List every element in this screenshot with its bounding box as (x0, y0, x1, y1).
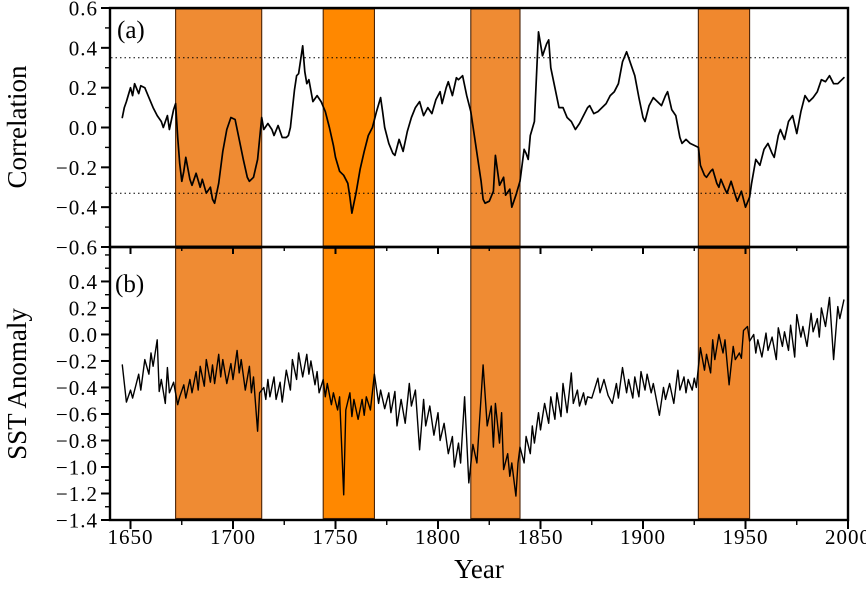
shaded-period-bands (175, 8, 751, 520)
y-tick-label-b: 0.0 (69, 323, 98, 347)
x-tick-label: 1700 (210, 525, 256, 549)
axis-ticks (101, 7, 849, 529)
x-tick-label: 1750 (313, 525, 359, 549)
y-tick-label-b: −1.2 (56, 482, 98, 506)
y-tick-label-b: −1.0 (56, 455, 98, 479)
y-tick-label-b: −0.8 (56, 429, 98, 453)
axis-tick-labels: 1650 1700 1750 1800 1850 1900 1950 20000.60.40.… (56, 0, 866, 549)
shaded-band-panel-a (697, 8, 751, 247)
y-tick-label-b: −0.2 (56, 349, 98, 373)
shaded-band-panel-a (470, 8, 521, 247)
shaded-band-panel-a (175, 8, 263, 247)
correlation-line (121, 31, 845, 214)
y-tick-label-b: 0.2 (69, 296, 98, 320)
y-tick-label-b: −0.4 (56, 376, 98, 400)
x-tick-label: 1800 (415, 525, 461, 549)
y-tick-label-a: −0.6 (56, 236, 98, 260)
shaded-band-panel-b (470, 247, 521, 520)
y-tick-label-a: −0.2 (56, 156, 98, 180)
shaded-band-panel-b (322, 247, 376, 520)
y-axis-title-sst-anomaly: SST Anomaly (2, 308, 32, 460)
x-tick-label: 1900 (620, 525, 666, 549)
shaded-band-panel-a (322, 8, 376, 247)
panel-b-label: (b) (115, 271, 144, 298)
y-tick-label-b: 0.4 (69, 270, 98, 294)
x-tick-label: 2000 (825, 525, 866, 549)
x-tick-label: 1950 (723, 525, 769, 549)
x-axis-title-year: Year (454, 554, 504, 584)
data-series (121, 31, 845, 497)
y-tick-label-a: 0.2 (69, 76, 98, 100)
y-axis-title-correlation: Correlation (2, 65, 32, 188)
significance-dotted-lines (111, 57, 847, 194)
y-tick-label-a: 0.6 (69, 0, 98, 21)
x-tick-label: 1650 (108, 525, 154, 549)
sst-anomaly-line (121, 296, 845, 497)
y-tick-label-a: −0.4 (56, 196, 98, 220)
y-tick-label-a: 0.4 (69, 36, 98, 60)
x-tick-label: 1850 (518, 525, 564, 549)
y-tick-label-b: −1.4 (56, 509, 98, 533)
y-tick-label-b: −0.6 (56, 402, 98, 426)
shaded-band-panel-b (697, 247, 751, 520)
y-tick-label-a: 0.0 (69, 116, 98, 140)
panel-a-label: (a) (117, 17, 145, 44)
panel-b-frame (108, 245, 850, 522)
